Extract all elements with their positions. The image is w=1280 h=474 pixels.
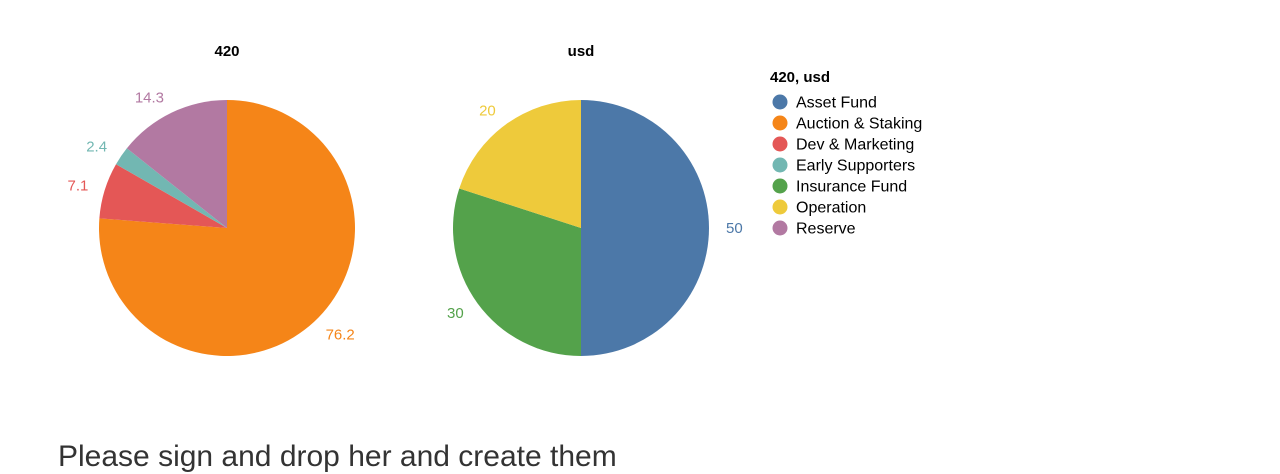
pie-slice-reserve (126, 100, 227, 228)
pie-slice-dev-marketing (99, 164, 227, 228)
pie-chart-usd: usd 50 30 20 (447, 43, 743, 356)
pie-slice-asset-fund (581, 100, 709, 356)
legend-label-asset-fund: Asset Fund (796, 95, 877, 112)
legend-label-reserve: Reserve (796, 221, 856, 238)
legend-swatch-operation (772, 199, 788, 215)
slice-label-dev-marketing: 7.1 (68, 177, 89, 194)
legend-swatch-dev-marketing (772, 136, 788, 152)
legend-swatch-insurance-fund (772, 178, 788, 194)
pie-charts: 420 76.2 7.1 2.4 14.3 usd 50 30 20 420, usd A… (68, 43, 922, 356)
chart-title-usd: usd (568, 43, 595, 60)
slice-label-early-supporters: 2.4 (86, 139, 107, 156)
legend-label-dev-marketing: Dev & Marketing (796, 137, 914, 154)
legend-swatch-reserve (772, 220, 788, 236)
legend-swatch-early-supporters (772, 157, 788, 173)
chart-title-420: 420 (214, 43, 239, 60)
legend: 420, usd Asset Fund Auction & Staking Dev … (770, 69, 922, 238)
pie-slice-early-supporters (116, 148, 227, 228)
slice-label-reserve: 14.3 (135, 89, 164, 106)
legend-swatch-asset-fund (772, 94, 788, 110)
slice-label-operation: 20 (479, 103, 496, 120)
legend-label-operation: Operation (796, 200, 866, 217)
pie-slice-insurance-fund (452, 188, 581, 356)
legend-label-insurance-fund: Insurance Fund (796, 179, 907, 196)
caption-text: Please sign and drop her and create them (58, 440, 617, 473)
legend-label-early-supporters: Early Supporters (796, 158, 915, 175)
legend-swatch-auction-staking (772, 115, 788, 131)
slice-label-insurance-fund: 30 (447, 305, 464, 322)
slice-label-auction-staking: 76.2 (326, 326, 355, 343)
pie-chart-420: 420 76.2 7.1 2.4 14.3 (68, 43, 355, 356)
legend-label-auction-staking: Auction & Staking (796, 116, 922, 133)
pie-slice-operation (459, 99, 581, 228)
slice-label-asset-fund: 50 (726, 220, 743, 237)
legend-title: 420, usd (770, 69, 830, 86)
pie-slice-auction-staking (98, 100, 355, 356)
